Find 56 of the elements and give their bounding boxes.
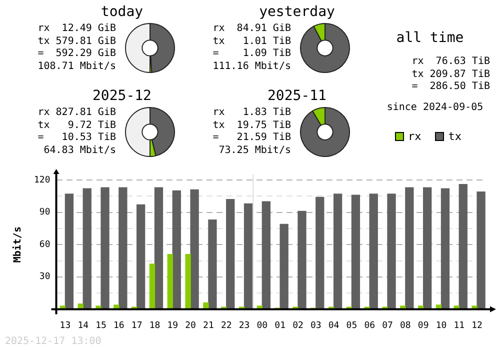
- text: = 592.29 GiB: [36, 48, 116, 60]
- x-tick-label: 17: [131, 320, 142, 331]
- x-tick-label: 19: [167, 320, 178, 331]
- x-tick-label: 00: [256, 320, 268, 331]
- text: tx 209.87 TiB: [410, 68, 490, 81]
- x-tick-label: 13: [60, 320, 71, 331]
- y-tick-label: 90: [39, 208, 50, 218]
- text: = 10.53 TiB: [36, 132, 116, 144]
- y-tick-label: 30: [39, 272, 50, 282]
- x-tick-label: 11: [454, 320, 465, 331]
- x-tick-label: 18: [149, 320, 160, 331]
- chart-title: 2025-12: [91, 88, 152, 104]
- x-tick-label: 05: [346, 320, 358, 331]
- x-tick-label: 06: [364, 320, 376, 331]
- x-tick-label: 21: [203, 320, 214, 331]
- x-tick-label: 20: [185, 320, 196, 331]
- x-tick-label: 14: [78, 320, 89, 331]
- text: 64.83 Mbit/s: [42, 144, 116, 157]
- text: rx 12.49 GiB: [36, 23, 116, 36]
- text: 108.71 Mbit/s: [36, 60, 116, 73]
- text: = 286.50 TiB: [410, 81, 490, 94]
- text: tx 1.01 TiB: [212, 36, 291, 48]
- text: since 2024-09-05: [386, 102, 484, 114]
- x-tick-label: 12: [472, 320, 482, 331]
- x-tick-label: 07: [382, 320, 393, 331]
- text: 111.16 Mbit/s: [212, 60, 291, 73]
- chart-title: today: [100, 4, 144, 20]
- x-tick-label: 08: [400, 320, 411, 331]
- x-tick-label: 03: [310, 320, 322, 331]
- chart-title: 2025-11: [266, 88, 328, 104]
- x-tick-label: 10: [436, 320, 447, 331]
- text: rx 76.63 TiB: [410, 56, 490, 68]
- text: all time: [395, 30, 465, 46]
- text: tx 19.75 TiB: [212, 120, 291, 132]
- legend-label: tx: [448, 130, 462, 143]
- x-tick-label: 02: [292, 320, 304, 331]
- y-tick-label: 60: [39, 240, 50, 250]
- text: rx 1.83 TiB: [212, 107, 291, 120]
- text: rx 84.91 GiB: [212, 23, 291, 36]
- text: = 1.09 TiB: [212, 48, 291, 60]
- chart-title: yesterday: [258, 4, 336, 20]
- text: tx 9.72 TiB: [36, 120, 116, 132]
- text: = 21.59 TiB: [212, 132, 291, 144]
- x-tick-label: 15: [96, 320, 106, 331]
- legend-label: rx: [408, 130, 422, 143]
- text: rx 827.81 GiB: [36, 107, 116, 120]
- x-tick-label: 23: [238, 320, 250, 331]
- y-axis-title: Mbit/s: [12, 226, 24, 263]
- x-tick-label: 22: [220, 320, 232, 331]
- text: 73.25 Mbit/s: [218, 144, 291, 157]
- x-tick-label: 01: [274, 320, 286, 331]
- x-tick-label: 16: [114, 320, 124, 331]
- text: tx 579.81 GiB: [36, 36, 116, 48]
- x-tick-label: 09: [418, 320, 429, 331]
- y-tick-label: 120: [34, 175, 50, 186]
- x-tick-label: 04: [328, 320, 340, 331]
